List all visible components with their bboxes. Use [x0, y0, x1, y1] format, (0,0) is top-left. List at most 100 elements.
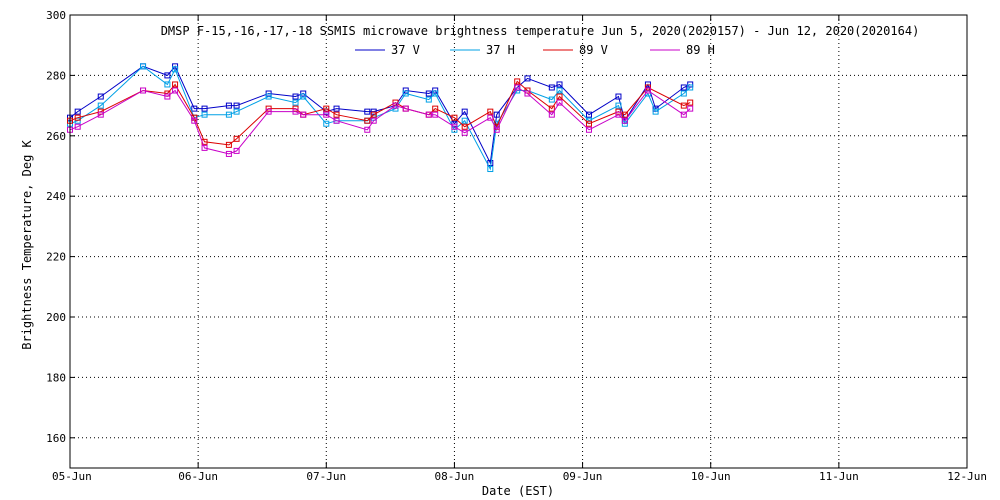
data-point-89-v [432, 105, 439, 112]
data-point-37-h [292, 99, 299, 106]
data-point-89-v [364, 117, 371, 124]
y-tick-label: 220 [46, 251, 66, 264]
data-point-89-v [687, 99, 694, 106]
plot-frame [69, 14, 968, 469]
series-layer [67, 63, 694, 173]
data-point-37-h [323, 120, 330, 127]
data-point-37-h [548, 96, 555, 103]
data-point-89-v [514, 78, 521, 85]
x-tick-label: 12-Jun [947, 470, 987, 483]
data-point-89-v [333, 111, 340, 118]
legend: 37 V 37 H 89 V 89 H [355, 43, 715, 57]
x-tick-label: 05-Jun [52, 470, 92, 483]
data-point-89-h [74, 123, 81, 130]
legend-item-89-h: 89 H [650, 43, 715, 57]
data-point-89-h [432, 111, 439, 118]
data-point-89-h [524, 90, 531, 97]
data-point-89-h [451, 123, 458, 130]
data-point-89-h [300, 111, 307, 118]
y-tick-label: 200 [46, 311, 66, 324]
data-point-37-h [402, 90, 409, 97]
x-tick-label: 09-Jun [563, 470, 603, 483]
data-point-37-v [97, 93, 104, 100]
data-point-89-h [425, 111, 432, 118]
data-point-37-h [461, 117, 468, 124]
data-point-37-v [364, 108, 371, 115]
data-point-37-h [300, 93, 307, 100]
data-point-37-h [97, 102, 104, 109]
grid-lines [70, 15, 967, 468]
legend-label: 37 V [391, 43, 420, 57]
data-point-37-v [201, 105, 208, 112]
data-point-89-v [680, 102, 687, 109]
data-point-89-h [191, 117, 198, 124]
data-point-89-h [323, 111, 330, 118]
data-point-37-v [680, 84, 687, 91]
data-point-89-h [233, 147, 240, 154]
data-point-89-h [140, 87, 147, 94]
data-point-89-h [514, 84, 521, 91]
data-point-37-v [524, 75, 531, 82]
data-point-37-v [233, 102, 240, 109]
data-point-89-v [461, 123, 468, 130]
data-point-89-v [74, 114, 81, 121]
data-point-37-v [461, 108, 468, 115]
data-point-37-v [74, 108, 81, 115]
data-point-89-v [451, 114, 458, 121]
data-point-89-h [585, 126, 592, 133]
data-point-89-h [493, 126, 500, 133]
data-point-89-h [370, 117, 377, 124]
x-axis-label: Date (EST) [482, 484, 554, 498]
data-point-89-v [585, 120, 592, 127]
data-point-37-h [432, 90, 439, 97]
data-point-37-v [292, 93, 299, 100]
data-point-37-v [585, 111, 592, 118]
series-line-37-v [69, 65, 691, 165]
data-point-89-h [548, 111, 555, 118]
chart-title: DMSP F-15,-16,-17,-18 SSMIS microwave br… [161, 24, 920, 38]
data-point-37-h [140, 63, 147, 70]
data-point-37-h [556, 87, 563, 94]
y-tick-label: 260 [46, 130, 66, 143]
series-line-37-h [69, 65, 691, 171]
data-point-89-v [323, 105, 330, 112]
data-point-37-h [425, 96, 432, 103]
series-line-89-h [69, 86, 691, 155]
legend-item-89-v: 89 V [543, 43, 608, 57]
data-point-89-h [461, 129, 468, 136]
legend-item-37-h: 37 H [450, 43, 515, 57]
data-point-37-v [615, 93, 622, 100]
y-tick-label: 300 [46, 9, 66, 22]
data-point-89-v [621, 111, 628, 118]
data-point-89-v [97, 108, 104, 115]
data-point-37-v [548, 84, 555, 91]
axis-ticks: 160 180 200 220 240 260 280 300 05-Jun 06-Jun 07-J… [46, 9, 987, 483]
data-point-89-h [556, 99, 563, 106]
data-point-37-h [680, 90, 687, 97]
data-point-37-v [493, 111, 500, 118]
data-point-37-h [233, 108, 240, 115]
data-point-89-h [402, 105, 409, 112]
data-point-37-v [164, 72, 171, 79]
legend-label: 89 V [579, 43, 608, 57]
data-point-37-h [487, 166, 494, 173]
data-point-37-v [333, 105, 340, 112]
series-89-h [67, 84, 694, 157]
data-point-37-h [201, 111, 208, 118]
y-tick-label: 240 [46, 190, 66, 203]
x-tick-label: 07-Jun [306, 470, 346, 483]
data-point-89-h [621, 117, 628, 124]
y-tick-label: 280 [46, 69, 66, 82]
data-point-89-h [687, 105, 694, 112]
data-point-89-h [201, 144, 208, 151]
data-point-37-h [615, 102, 622, 109]
data-point-89-h [487, 114, 494, 121]
data-point-89-v [370, 111, 377, 118]
data-point-37-h [265, 93, 272, 100]
data-point-37-h [652, 108, 659, 115]
legend-label: 37 H [486, 43, 515, 57]
data-point-37-v [191, 105, 198, 112]
data-point-89-v [487, 108, 494, 115]
data-point-89-v [615, 108, 622, 115]
